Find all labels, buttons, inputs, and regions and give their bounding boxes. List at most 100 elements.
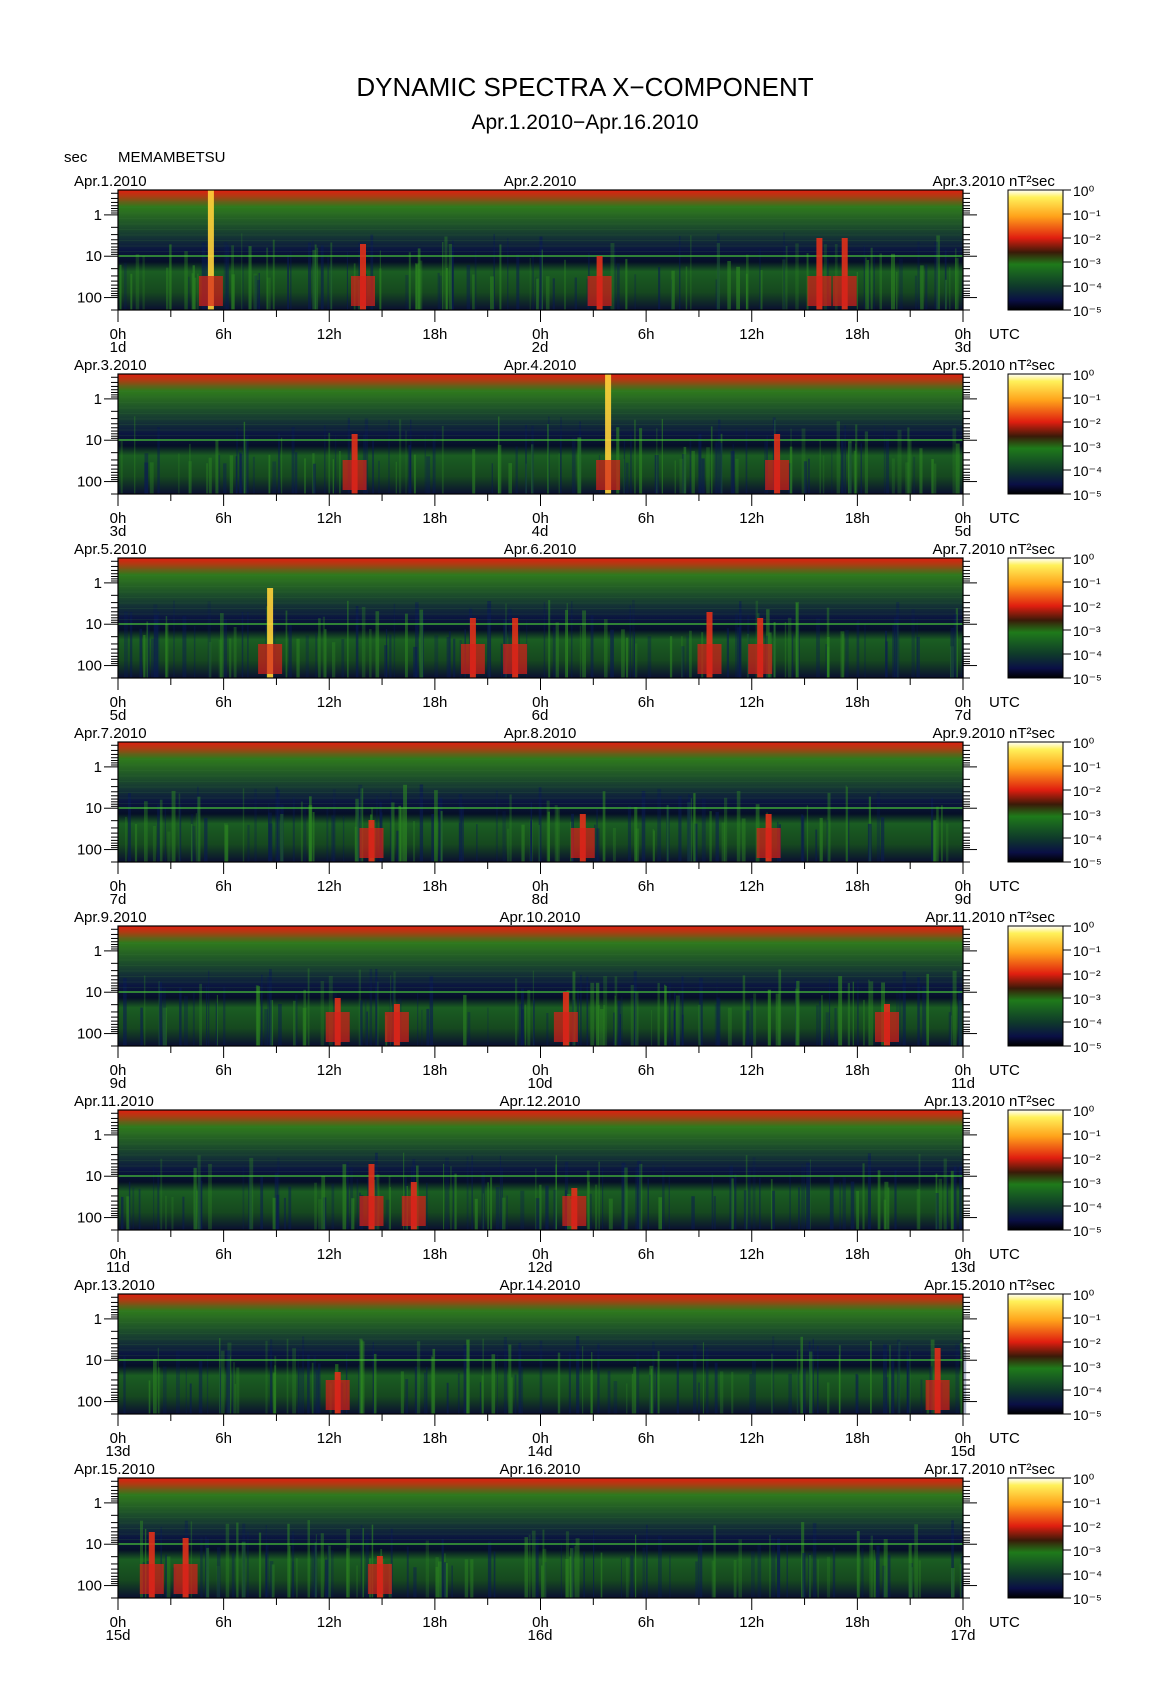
- spectrum-texture-streak: [847, 808, 850, 862]
- spectrum-texture-streak: [856, 1531, 860, 1598]
- spectrum-texture-streak: [861, 1548, 864, 1598]
- colorbar-tick-label: 10⁻¹: [1073, 207, 1101, 223]
- spectrum-texture-streak: [487, 1007, 489, 1046]
- spectrum-texture-streak: [254, 788, 257, 862]
- spectrum-texture-streak: [318, 618, 321, 678]
- spectrum-texture-streak: [695, 1561, 698, 1598]
- spectrum-texture-streak: [867, 823, 872, 862]
- spectrum-texture-streak: [482, 1338, 484, 1414]
- spectrum-texture-streak: [698, 433, 702, 494]
- spectrum-texture-streak: [827, 792, 831, 862]
- x-tick-label: 0h: [955, 1430, 972, 1447]
- y-tick-label: 10: [85, 1352, 102, 1369]
- spectrum-texture-streak: [355, 798, 360, 862]
- spectrum-texture-streak: [887, 1554, 891, 1598]
- spectrum-texture-streak: [623, 440, 626, 494]
- spectrum-texture-streak: [152, 826, 156, 862]
- colorbar-unit-label: nT²sec: [1009, 173, 1055, 190]
- spectrum-texture-streak: [220, 613, 224, 678]
- spectrum-texture-streak: [800, 814, 804, 862]
- colorbar-tick-label: 10⁰: [1073, 551, 1095, 567]
- spectrum-texture-streak: [957, 989, 962, 1046]
- spectrogram-panel: Apr.11.2010 Apr.12.2010 Apr.13.2010 nT²sec 1…: [74, 1093, 1102, 1276]
- spectrum-texture-streak: [375, 611, 380, 678]
- spectrum-texture-streak: [264, 1009, 268, 1046]
- spectrum-texture-streak: [891, 458, 895, 494]
- figure-title: DYNAMIC SPECTRA X−COMPONENT: [356, 72, 813, 102]
- spectrum-texture-streak: [426, 1008, 430, 1046]
- spectrum-texture-streak: [515, 978, 518, 1046]
- spectrum-texture-streak: [508, 463, 512, 494]
- spectrum-texture-streak: [129, 612, 133, 678]
- spectrum-texture-streak: [416, 264, 418, 310]
- spectrum-texture-streak: [691, 1196, 695, 1230]
- day-label-center: 14d: [527, 1443, 552, 1460]
- panel-date-right: Apr.17.2010: [924, 1461, 1005, 1478]
- spectrum-texture-streak: [206, 1538, 209, 1598]
- spectrum-texture-streak: [569, 1556, 572, 1598]
- spectrum-texture-streak: [151, 638, 155, 678]
- x-tick-label: 0h: [110, 1614, 127, 1631]
- spectral-burst-base: [756, 828, 781, 858]
- spectrum-texture-streak: [812, 1338, 814, 1414]
- y-tick-label: 100: [77, 1578, 102, 1595]
- spectral-burst-base: [139, 1564, 164, 1594]
- colorbar-tick-label: 10⁻¹: [1073, 391, 1101, 407]
- spectrum-texture-streak: [713, 1196, 716, 1230]
- x-tick-label: 0h: [532, 326, 549, 343]
- spectrum-texture-streak: [906, 1356, 910, 1414]
- x-tick-label: 6h: [638, 878, 655, 895]
- spectrum-texture-streak: [239, 452, 242, 494]
- x-tick-label: 12h: [739, 1614, 764, 1631]
- spectrum-texture-streak: [332, 642, 336, 678]
- spectrogram-panel: Apr.15.2010 Apr.16.2010 Apr.17.2010 nT²sec 1…: [74, 1461, 1102, 1644]
- colorbar-unit-label: nT²sec: [1009, 357, 1055, 374]
- x-tick-label: 0h: [955, 326, 972, 343]
- spectrum-texture-streak: [379, 250, 381, 310]
- spectrum-texture-streak: [855, 1373, 858, 1414]
- spectrum-texture-streak: [518, 1342, 522, 1414]
- spectral-burst-base: [570, 828, 595, 858]
- spectrum-texture-streak: [303, 805, 307, 862]
- x-tick-label: 0h: [955, 1246, 972, 1263]
- x-unit-label: UTC: [989, 1062, 1020, 1079]
- spectral-burst-base: [832, 276, 857, 306]
- spectrum-texture-streak: [742, 975, 746, 1046]
- spectrum-texture-streak: [190, 824, 193, 862]
- colorbar-tick-label: 10⁻⁴: [1073, 1567, 1102, 1583]
- spectrum-texture-streak: [543, 602, 546, 678]
- spectrum-texture-streak: [377, 981, 379, 1046]
- spectrum-texture-streak: [274, 1356, 277, 1414]
- spectrum-texture-streak: [476, 824, 478, 862]
- spectrum-texture-streak: [265, 1525, 267, 1598]
- spectrum-texture-streak: [463, 1344, 467, 1414]
- spectrum-texture-streak: [735, 458, 739, 494]
- spectrum-texture-streak: [399, 419, 402, 494]
- spectrum-texture-streak: [414, 1366, 418, 1414]
- spectral-burst-base: [562, 1196, 587, 1226]
- x-tick-label: 0h: [532, 1062, 549, 1079]
- spectrum-texture-streak: [391, 802, 395, 862]
- spectrum-texture-streak: [955, 608, 958, 678]
- x-tick-label: 0h: [110, 1430, 127, 1447]
- spectrum-texture-streak: [539, 1340, 543, 1414]
- spectrum-texture-streak: [395, 461, 397, 494]
- spectral-burst-base: [925, 1380, 950, 1410]
- colorbar-tick-label: 10⁻²: [1073, 1519, 1101, 1535]
- spectrum-texture-streak: [595, 982, 600, 1046]
- spectrum-texture-streak: [796, 980, 800, 1046]
- spectrum-texture-streak: [277, 1157, 280, 1230]
- spectrum-texture-streak: [729, 1165, 733, 1230]
- spectrum-texture-streak: [911, 1567, 914, 1598]
- spectrum-texture-streak: [897, 1339, 901, 1414]
- panel-date-left: Apr.9.2010: [74, 909, 147, 926]
- spectrum-texture-streak: [544, 1562, 547, 1598]
- spectrum-texture-streak: [635, 1534, 637, 1598]
- spectrum-texture-streak: [775, 993, 780, 1046]
- x-tick-label: 18h: [845, 1246, 870, 1263]
- spectrum-texture-streak: [369, 629, 372, 678]
- spectrum-texture-streak: [855, 443, 857, 494]
- spectrum-texture-streak: [287, 1523, 290, 1598]
- spectrum-texture-streak: [389, 634, 392, 678]
- spectrum-texture-streak: [311, 1545, 315, 1598]
